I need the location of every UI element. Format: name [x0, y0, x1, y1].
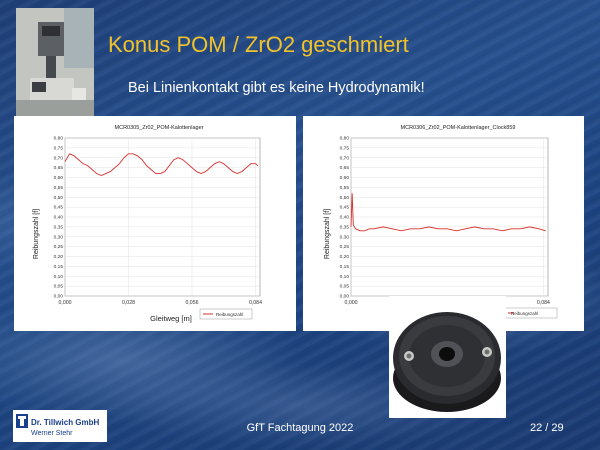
logo-company-name: Dr. Tillwich GmbH [31, 418, 100, 427]
y-tick-label: 0,40 [340, 215, 350, 221]
legend-label: Reibungszahl [216, 312, 243, 317]
y-tick-label: 0,40 [54, 215, 64, 221]
y-tick-label: 0,10 [340, 274, 350, 280]
y-tick-label: 0,15 [340, 264, 350, 270]
company-logo: Dr. Tillwich GmbH Werner Stehr [13, 410, 107, 442]
x-tick-label: 0,000 [345, 300, 358, 306]
legend-label: Reibungszahl [511, 311, 538, 316]
slide-title: Konus POM / ZrO2 geschmiert [108, 32, 409, 57]
y-tick-label: 0,50 [54, 195, 64, 201]
y-tick-label: 0,10 [54, 274, 64, 280]
chart-legend: Reibungszahl [199, 308, 253, 320]
y-tick-label: 0,25 [340, 244, 350, 250]
friction-chart-2-svg: MCR0306_Zr02_POM-Kalottenlager_Clock859 … [324, 125, 558, 319]
y-axis-label: Reibungszahl [f] [33, 209, 40, 259]
y-tick-label: 0,50 [340, 195, 350, 201]
y-tick-label: 0,45 [340, 205, 350, 211]
y-tick-label: 0,00 [54, 294, 64, 300]
y-tick-label: 0,35 [340, 224, 350, 230]
y-tick-label: 0,05 [54, 284, 64, 290]
x-tick-label: 0,084 [537, 300, 550, 306]
y-tick-label: 0,45 [54, 205, 64, 211]
y-tick-label: 0,70 [340, 155, 350, 161]
chart-title: MCR0306_Zr02_POM-Kalottenlager_Clock859 [401, 125, 516, 131]
y-tick-label: 0,30 [340, 234, 350, 240]
y-tick-label: 0,20 [54, 254, 64, 260]
x-axis-label: Gleitweg [m] [150, 314, 192, 323]
y-tick-label: 0,20 [340, 254, 350, 260]
y-tick-label: 0,30 [54, 234, 64, 240]
y-tick-label: 0,60 [340, 175, 350, 181]
y-tick-label: 0,80 [54, 136, 64, 142]
test-rig-photo [16, 8, 94, 118]
y-tick-label: 0,00 [340, 294, 350, 300]
slide-subtitle: Bei Linienkontakt gibt es keine Hydrodyn… [128, 80, 425, 96]
logo-author-name: Werner Stehr [31, 430, 73, 437]
friction-chart-2: MCR0306_Zr02_POM-Kalottenlager_Clock859 … [303, 116, 584, 331]
y-axis-label: Reibungszahl [f] [324, 209, 331, 259]
y-tick-label: 0,65 [54, 165, 64, 171]
friction-chart-1: MCR0305_Zr02_POM-Kalottenlager Reibungsz… [14, 116, 296, 331]
chart-legend: Reibungszahl [504, 307, 558, 319]
y-tick-label: 0,05 [340, 284, 350, 290]
footer-event: GfT Fachtagung 2022 [246, 422, 354, 434]
x-tick-label: 0,084 [249, 300, 262, 306]
y-tick-label: 0,80 [340, 136, 350, 142]
cone-disk-photo [389, 296, 506, 418]
page-number: 22 / 29 [530, 422, 564, 434]
y-tick-label: 0,55 [340, 185, 350, 191]
series-line-reibungszahl [64, 153, 259, 177]
y-tick-label: 0,60 [54, 175, 64, 181]
series-line-reibungszahl [350, 193, 546, 232]
cone-disk-icon [389, 296, 506, 418]
friction-chart-1-svg: MCR0305_Zr02_POM-Kalottenlager Reibungsz… [33, 125, 262, 323]
y-tick-label: 0,35 [54, 224, 64, 230]
y-tick-label: 0,55 [54, 185, 64, 191]
test-rig-icon [16, 8, 94, 118]
chart-title: MCR0305_Zr02_POM-Kalottenlager [115, 125, 204, 131]
y-tick-label: 0,15 [54, 264, 64, 270]
company-logo-graphic: Dr. Tillwich GmbH Werner Stehr [13, 410, 107, 442]
y-tick-label: 0,75 [340, 145, 350, 151]
y-tick-label: 0,25 [54, 244, 64, 250]
x-tick-label: 0,028 [122, 300, 135, 306]
x-tick-label: 0,000 [59, 300, 72, 306]
y-tick-label: 0,70 [54, 155, 64, 161]
y-tick-label: 0,75 [54, 145, 64, 151]
x-tick-label: 0,056 [185, 300, 198, 306]
y-tick-label: 0,65 [340, 165, 350, 171]
